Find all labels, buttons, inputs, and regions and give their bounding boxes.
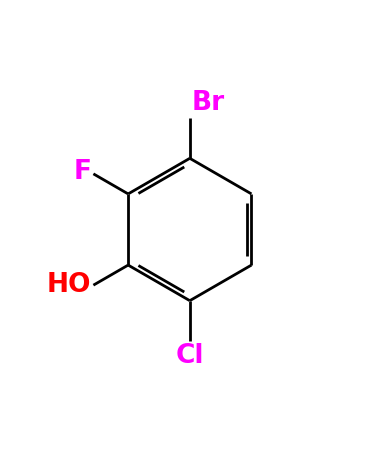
Text: Br: Br (192, 90, 225, 116)
Text: Cl: Cl (176, 343, 204, 369)
Text: HO: HO (47, 272, 92, 298)
Text: F: F (74, 159, 92, 185)
